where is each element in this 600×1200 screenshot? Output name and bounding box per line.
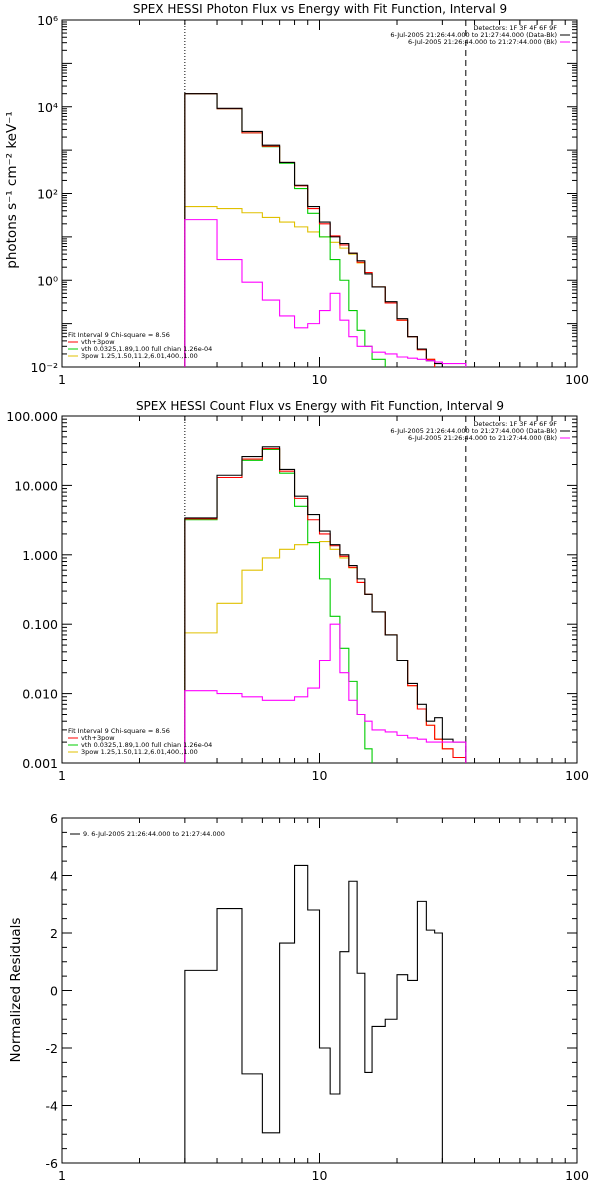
legend-bottom-entry: Fit Interval 9 Chi-square = 8.56 (68, 331, 170, 339)
vth-3pow-series-line (184, 93, 436, 367)
y-tick-label: 10⁻² (30, 360, 58, 375)
legend-top-entry: 6-Jul-2005 21:26:44.000 to 21:27:44.000 … (408, 38, 557, 46)
x-tick-label: 100 (565, 768, 589, 783)
legend-top-entry: 9. 6-Jul-2005 21:26:44.000 to 21:27:44.0… (83, 830, 225, 838)
plot-frame (61, 415, 578, 764)
series-group (184, 446, 467, 763)
x-tick-label: 1 (58, 1168, 66, 1183)
x-tick-label: 100 (565, 1168, 589, 1183)
x-tick-label: 1 (58, 372, 66, 387)
count-flux-title: SPEX HESSI Count Flux vs Energy with Fit… (136, 399, 504, 413)
legend-bottom-entry: vth+3pow (81, 338, 115, 346)
residuals-panel: Normalized Residuals 1 10 100 -6 -4 -2 0 2 4 6 9. … (8, 811, 589, 1183)
data-series-line (184, 864, 443, 1163)
y-tick-label: 0.010 (22, 687, 58, 702)
x-axis-ticks (61, 416, 566, 763)
legend-bottom-entry: vth+3pow (81, 734, 115, 742)
photon-flux-panel: SPEX HESSI Photon Flux vs Energy with Fi… (4, 2, 589, 387)
photon-flux-title: SPEX HESSI Photon Flux vs Energy with Fi… (133, 2, 507, 16)
y-axis-ticks (62, 21, 577, 368)
legend-top-entry: Detectors: 1F 3F 4F 6F 9F (473, 24, 557, 32)
legend-top-entry: 6-Jul-2005 21:26:44.000 to 21:27:44.000 … (390, 31, 557, 39)
y-axis-ticks (62, 817, 577, 1164)
count-flux-panel: SPEX HESSI Count Flux vs Energy with Fit… (6, 399, 589, 783)
y-tick-label: 10⁶ (37, 13, 58, 28)
y-tick-label: 10⁴ (37, 100, 58, 115)
y-tick-label: 10.000 (14, 478, 58, 493)
y-tick-label: -2 (46, 1041, 58, 1056)
x-tick-label: 10 (312, 1168, 328, 1183)
y-tick-label: 0.100 (22, 617, 58, 632)
legend-bottom-entry: vth 0.0325,1.89,1.00 full chian 1.26e-04 (81, 345, 212, 353)
series-group (184, 864, 443, 1163)
legend-top-entry: Detectors: 1F 3F 4F 6F 9F (473, 420, 557, 428)
legend-bottom-entry: Fit Interval 9 Chi-square = 8.56 (68, 727, 170, 735)
y-tick-label: -4 (46, 1099, 59, 1114)
y-tick-label: 100.000 (6, 409, 58, 424)
x-tick-label: 100 (565, 372, 589, 387)
legend-bottom-entry: vth 0.0325,1.89,1.00 full chian 1.26e-04 (81, 741, 212, 749)
series-group (184, 93, 467, 367)
vth-series-line (184, 93, 386, 367)
y-tick-label: 2 (50, 926, 58, 941)
data-series-line (184, 93, 443, 367)
background-series-line (184, 623, 467, 763)
y-tick-label: 10⁰ (37, 273, 58, 288)
legend-top-entry: 6-Jul-2005 21:26:44.000 to 21:27:44.000 … (390, 427, 557, 435)
vth-3pow-series-line (184, 447, 467, 763)
y-tick-label: 0 (50, 984, 58, 999)
y-tick-label: -6 (46, 1156, 59, 1171)
y-tick-label: 0.001 (22, 756, 58, 771)
residuals-y-axis-label: Normalized Residuals (8, 918, 24, 1063)
y-tick-label: 6 (50, 811, 58, 826)
vth-series-line (184, 448, 373, 763)
y-tick-label: 4 (50, 869, 58, 884)
y-axis-ticks (62, 418, 577, 764)
legend-bottom-entry: 3pow 1.25,1.50,11.2,6.01,400.,1.00 (81, 352, 198, 360)
x-tick-label: 10 (312, 768, 328, 783)
y-tick-label: 1.000 (22, 548, 58, 563)
background-series-line (184, 219, 467, 367)
x-axis-ticks (61, 20, 566, 367)
y-tick-label: 10² (37, 187, 58, 202)
legend-top-entry: 6-Jul-2005 21:26:44.000 to 21:27:44.000 … (408, 434, 557, 442)
three-pow-series-line (184, 541, 467, 763)
x-tick-label: 1 (58, 768, 66, 783)
x-axis-ticks (61, 818, 566, 1163)
photon-flux-y-axis-label: photons s⁻¹ cm⁻² keV⁻¹ (4, 111, 20, 269)
legend-bottom-entry: 3pow 1.25,1.50,11.2,6.01,400.,1.00 (81, 748, 198, 756)
data-series-line (184, 446, 467, 763)
x-tick-label: 10 (312, 372, 328, 387)
